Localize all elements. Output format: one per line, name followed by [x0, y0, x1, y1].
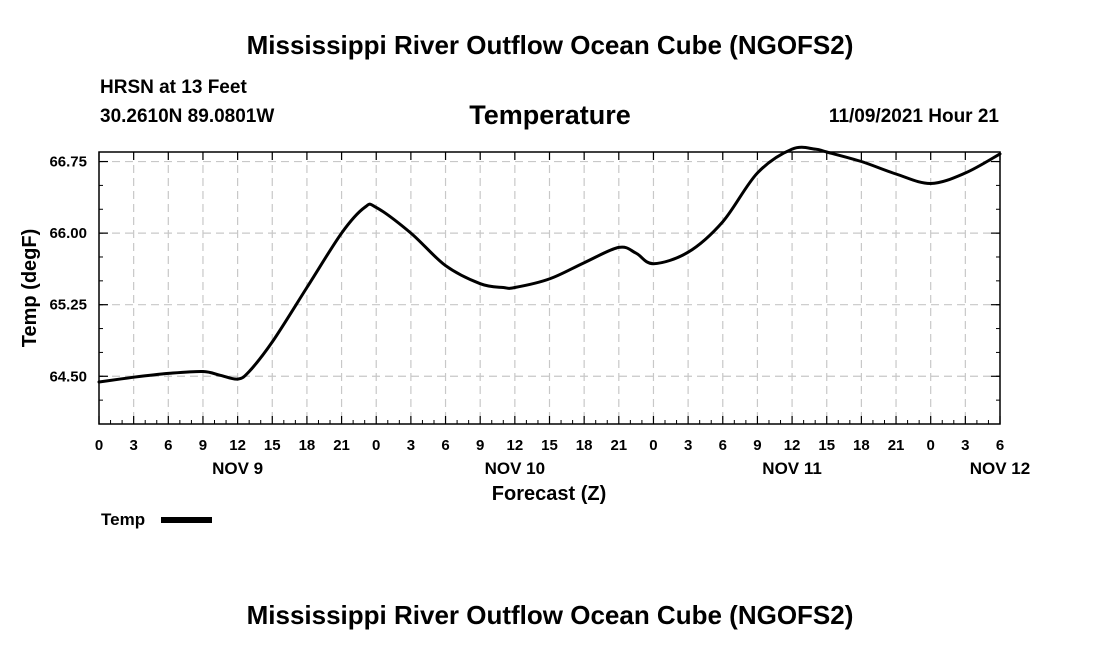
x-tick-label: 6	[719, 437, 727, 454]
x-axis-label: Forecast (Z)	[492, 483, 606, 505]
x-tick-label: 3	[684, 437, 692, 454]
x-tick-label: 18	[576, 437, 593, 454]
coordinates-label: 30.2610N 89.0801W	[100, 106, 275, 127]
day-label: NOV 10	[485, 459, 545, 478]
day-label: NOV 12	[970, 459, 1030, 478]
y-axis-label: Temp (degF)	[19, 229, 41, 348]
x-tick-label: 12	[229, 437, 246, 454]
day-label: NOV 11	[762, 459, 822, 478]
x-tick-label: 18	[853, 437, 870, 454]
x-tick-label: 15	[264, 437, 281, 454]
x-tick-label: 9	[199, 437, 207, 454]
plot-frame	[98, 151, 1001, 425]
x-tick-label: 12	[784, 437, 801, 454]
x-tick-label: 21	[888, 437, 905, 454]
chart-title: Temperature	[469, 100, 631, 130]
x-tick-label: 3	[129, 437, 137, 454]
x-tick-label: 21	[610, 437, 627, 454]
y-tick-label: 66.75	[49, 154, 87, 171]
datetime-label: 11/09/2021 Hour 21	[828, 106, 999, 127]
footer-title: Mississippi River Outflow Ocean Cube (NG…	[246, 600, 854, 630]
station-label: HRSN at 13 Feet	[100, 77, 247, 98]
x-tick-label: 0	[927, 437, 935, 454]
x-tick-label: 0	[649, 437, 657, 454]
x-tick-label: 12	[507, 437, 524, 454]
x-tick-label: 0	[95, 437, 103, 454]
y-tick-label: 65.25	[49, 297, 87, 314]
x-tick-label: 15	[818, 437, 835, 454]
x-tick-label: 9	[753, 437, 761, 454]
x-tick-label: 6	[164, 437, 172, 454]
page-title: Mississippi River Outflow Ocean Cube (NG…	[246, 30, 854, 60]
legend-label: Temp	[101, 510, 145, 529]
y-tick-label: 66.00	[49, 225, 87, 242]
x-tick-label: 15	[541, 437, 558, 454]
x-tick-label: 3	[407, 437, 415, 454]
day-label: NOV 9	[212, 459, 263, 478]
x-tick-label: 18	[299, 437, 316, 454]
y-tick-label: 64.50	[49, 368, 87, 385]
x-tick-label: 6	[996, 437, 1004, 454]
x-tick-label: 9	[476, 437, 484, 454]
x-tick-label: 3	[961, 437, 969, 454]
temp-series-line	[97, 145, 1002, 384]
x-tick-label: 21	[333, 437, 350, 454]
x-tick-label: 0	[372, 437, 380, 454]
x-tick-label: 6	[441, 437, 449, 454]
